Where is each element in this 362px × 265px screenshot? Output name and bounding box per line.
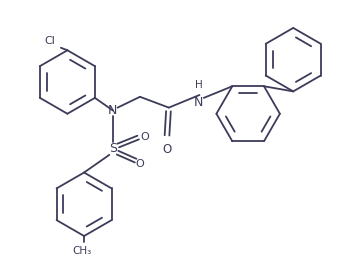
Text: O: O <box>140 132 149 142</box>
Text: H: H <box>195 80 203 90</box>
Text: N: N <box>108 104 118 117</box>
Text: O: O <box>163 143 172 156</box>
Text: O: O <box>136 158 144 169</box>
Text: N: N <box>194 96 203 109</box>
Text: CH₃: CH₃ <box>73 246 92 256</box>
Text: S: S <box>109 142 117 155</box>
Text: Cl: Cl <box>45 36 55 46</box>
